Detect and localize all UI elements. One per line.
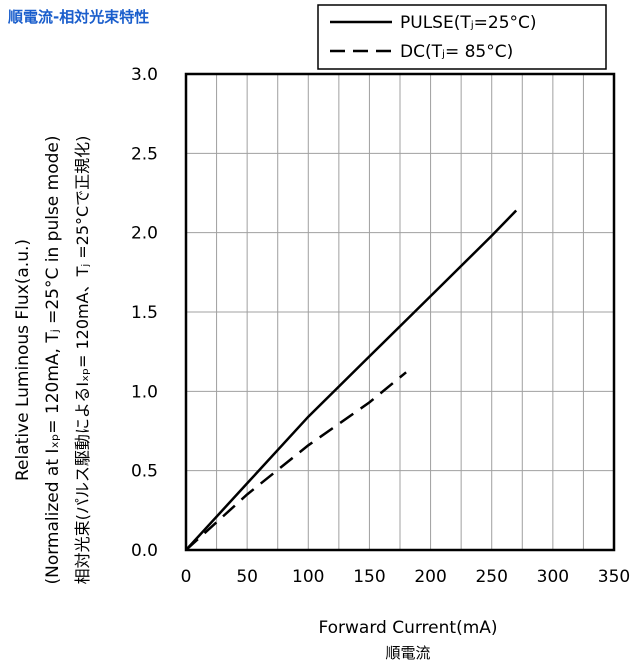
x-tick-label: 300 (537, 567, 569, 587)
y-tick-label: 0.0 (131, 541, 158, 561)
series-line-pulse (185, 209, 518, 551)
x-axis-label-jp: 順電流 (385, 644, 430, 662)
y-axis-label: Relative Luminous Flux(a.u.) (13, 239, 33, 481)
y-tick-label: 1.5 (131, 303, 158, 323)
x-tick-label: 0 (181, 567, 192, 587)
y-tick-label: 2.5 (131, 144, 158, 164)
x-tick-label: 50 (236, 567, 258, 587)
x-tick-label: 150 (353, 567, 385, 587)
grid-lines (186, 74, 614, 550)
x-tick-label: 350 (598, 567, 630, 587)
x-tick-label: 200 (414, 567, 446, 587)
legend-label-dc: DC(Tⱼ= 85°C) (400, 42, 513, 62)
y-axis-ticks: 0.0 0.5 1.0 1.5 2.0 2.5 3.0 (131, 65, 158, 561)
legend-box (317, 4, 607, 70)
page-title: 順電流-相対光束特性 (7, 8, 149, 26)
y-tick-label: 0.5 (131, 462, 158, 482)
y-tick-label: 1.0 (131, 382, 158, 402)
x-tick-label: 100 (292, 567, 324, 587)
legend-label-pulse: PULSE(Tⱼ=25°C) (400, 13, 537, 33)
y-tick-label: 3.0 (131, 65, 158, 85)
y-axis-label-jp: 相対光束(パルス駆動によるIₓₚ= 120mA、Tⱼ =25°Cで正規化) (73, 136, 92, 585)
y-axis-sublabel: (Normalized at Iₓₚ= 120mA, Tⱼ =25°C in p… (43, 135, 63, 584)
x-tick-label: 250 (475, 567, 507, 587)
x-axis-ticks: 0 50 100 150 200 250 300 350 (181, 567, 631, 587)
y-tick-label: 2.0 (131, 224, 158, 244)
legend: PULSE(Tⱼ=25°C) DC(Tⱼ= 85°C) (317, 4, 607, 70)
series-line-dc (185, 371, 407, 551)
x-axis-label: Forward Current(mA) (318, 618, 497, 638)
series-layer (185, 209, 518, 551)
plot-frame (184, 72, 616, 552)
